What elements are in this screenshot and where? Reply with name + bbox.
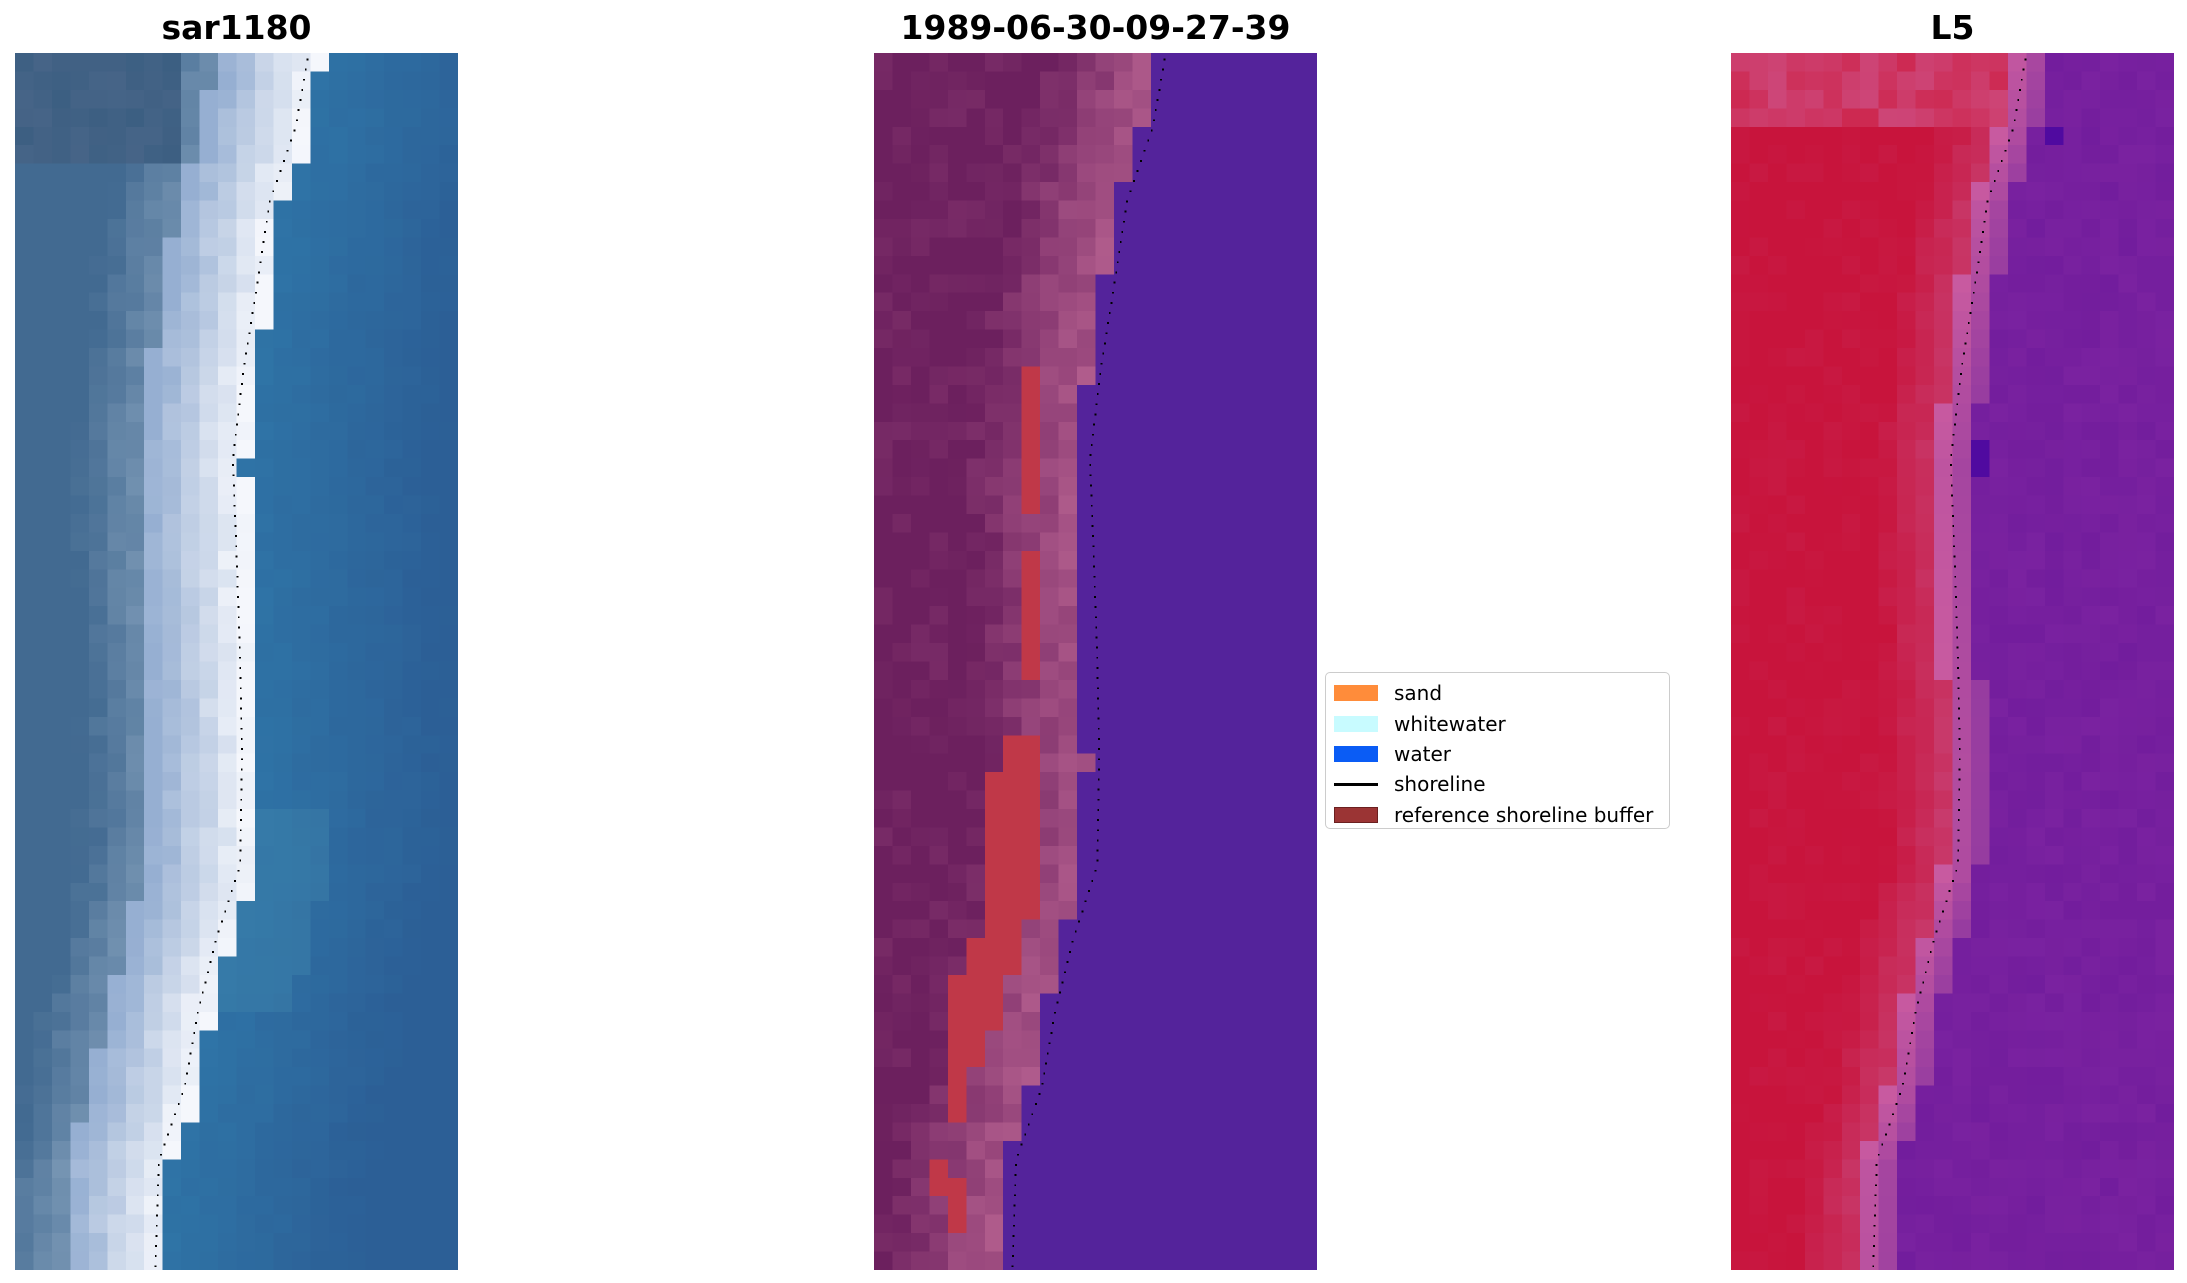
legend: sand whitewater water shoreline referenc… [1325,672,1670,829]
legend-item-whitewater: whitewater [1326,708,1669,738]
index-image-panel [1731,53,2174,1270]
sand-swatch [1334,685,1378,702]
index-image [1731,53,2174,1270]
panel-title-1: sar1180 [161,8,312,47]
shoreline-dots [154,58,309,1268]
legend-label-shoreline: shoreline [1394,772,1486,797]
shoreline-dots [1011,58,1166,1268]
water-swatch [1334,745,1378,762]
panel-title-3: L5 [1930,8,1975,47]
classification-image [874,53,1317,1270]
shoreline-line-swatch [1334,782,1378,786]
legend-item-shoreline: shoreline [1326,769,1669,799]
satellite-image [15,53,458,1270]
legend-label-water: water [1394,741,1451,766]
panel-title-2: 1989-06-30-09-27-39 [900,8,1291,47]
legend-item-sand: sand [1326,678,1669,708]
legend-item-water: water [1326,739,1669,769]
classification-image-panel [874,53,1317,1270]
legend-label-buffer: reference shoreline buffer [1394,802,1654,827]
legend-label-whitewater: whitewater [1394,711,1506,736]
whitewater-swatch [1334,715,1378,732]
legend-item-buffer: reference shoreline buffer [1326,800,1669,830]
shoreline-dots [1872,58,2027,1268]
legend-label-sand: sand [1394,681,1443,706]
buffer-swatch [1334,806,1378,823]
satellite-image-panel [15,53,458,1270]
